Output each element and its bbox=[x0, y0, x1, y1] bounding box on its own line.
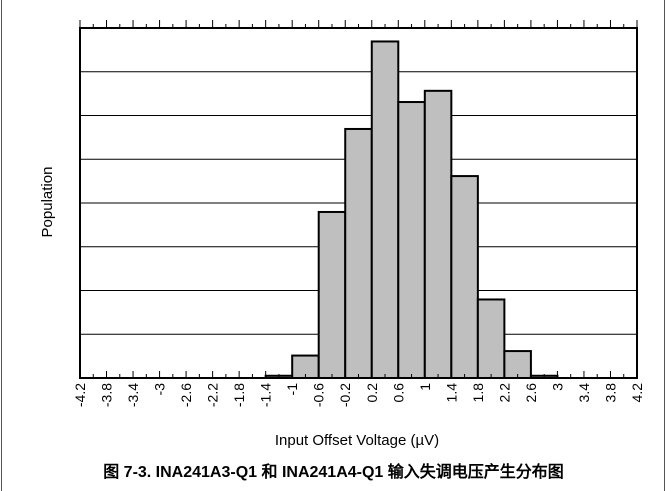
x-tick-label: -2.6 bbox=[178, 383, 194, 407]
x-tick-label: -2.2 bbox=[205, 383, 221, 407]
histogram-bar bbox=[476, 298, 506, 380]
x-tick-label: 3.8 bbox=[602, 383, 618, 403]
x-tick-label: -1.8 bbox=[231, 383, 247, 407]
histogram-bar bbox=[370, 40, 400, 379]
x-tick-label: 1.8 bbox=[470, 383, 486, 403]
left-border bbox=[1, 0, 2, 491]
x-tick-label: -3.8 bbox=[99, 383, 115, 407]
histogram-bar bbox=[317, 210, 347, 379]
histogram-bar bbox=[397, 101, 426, 380]
x-tick-label: -4.2 bbox=[72, 383, 88, 407]
x-tick-label: 3 bbox=[549, 383, 565, 391]
x-tick-label: 3.4 bbox=[576, 383, 592, 403]
x-tick-label: 2.2 bbox=[496, 383, 512, 403]
x-tick-label: 0.2 bbox=[364, 383, 380, 403]
x-tick-label: -3 bbox=[152, 383, 168, 396]
histogram-chart: -4.2 -3.8 -3.4 -3 -2.6 -2.2 -1.8 -1.4 -1 -0.6 -0.2… bbox=[39, 20, 645, 449]
x-tick-label: 2.6 bbox=[523, 383, 539, 403]
x-tick-label: -1 bbox=[284, 383, 300, 396]
x-tick-label: 4.2 bbox=[629, 383, 645, 403]
x-tick-label: -0.6 bbox=[311, 383, 327, 407]
histogram-bar bbox=[450, 175, 479, 379]
right-border bbox=[664, 0, 665, 491]
figure-caption: 图 7-3. INA241A3-Q1 和 INA241A4-Q1 输入失调电压产… bbox=[103, 464, 564, 481]
x-tick-label: -1.4 bbox=[258, 383, 274, 407]
histogram-bar bbox=[423, 89, 453, 379]
x-tick-label: -3.4 bbox=[125, 383, 141, 407]
histogram-bar bbox=[503, 350, 532, 380]
x-axis-label: Input Offset Voltage (µV) bbox=[275, 432, 439, 449]
histogram-bar bbox=[344, 127, 373, 379]
x-tick-label: 0.6 bbox=[390, 383, 406, 403]
x-tick-label: 1 bbox=[417, 383, 433, 391]
y-axis-label: Population bbox=[39, 167, 56, 238]
x-tick-label: 1.4 bbox=[443, 383, 459, 403]
x-tick-label: -0.2 bbox=[337, 383, 353, 407]
